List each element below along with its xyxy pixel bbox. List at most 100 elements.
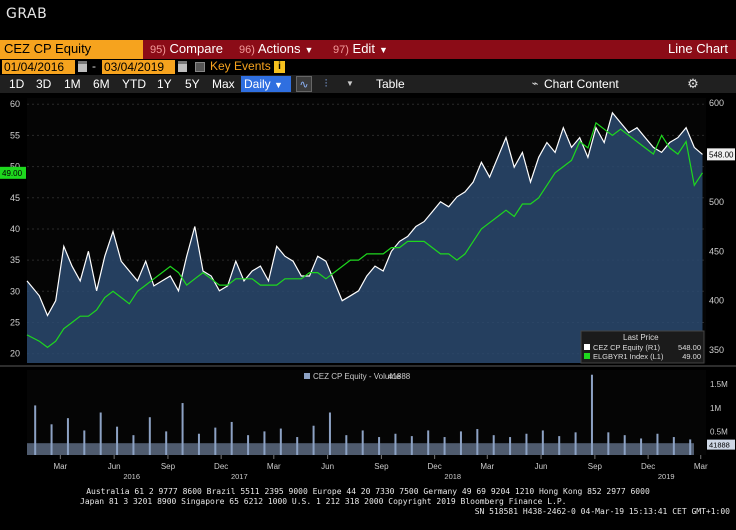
left-axis-tick: 35 [10,255,20,265]
left-axis-tick: 55 [10,130,20,140]
x-tick-label: Jun [108,462,121,471]
bar-style-icon[interactable]: ⫶ [324,78,328,90]
chevron-down-icon: ▼ [304,45,314,55]
chart-content-button[interactable]: Chart Content [544,77,619,91]
line-chart-icon[interactable]: ∿ [296,76,312,92]
period-ytd[interactable]: YTD [122,77,146,91]
right-axis-tick: 500 [709,197,724,207]
x-tick-label: Jun [535,462,548,471]
volume-axis-tick: 1.5M [710,380,728,389]
period-max[interactable]: Max [212,77,235,91]
edit-menu[interactable]: 97) Edit ▼ [333,40,388,59]
period-1d[interactable]: 1D [9,77,25,91]
right-axis-tick: 600 [709,98,724,108]
x-year-label: 2017 [231,472,248,481]
x-tick-label: Sep [588,462,603,471]
volume-bar [99,412,102,455]
legend-entry-0: CEZ CP Equity (R1) [593,343,660,352]
period-3d[interactable]: 3D [36,77,52,91]
volume-bar [181,403,184,455]
x-year-label: 2016 [123,472,140,481]
left-last-tag: 49.00 [2,169,23,178]
period-5y[interactable]: 5Y [185,77,200,91]
volume-bar [541,430,544,455]
key-events-label: Key Events [210,59,271,73]
start-date-field[interactable]: 01/04/2016 [2,60,75,74]
left-last-tag-bg [0,166,26,179]
chart-toolbar: 1D 3D 1M 6M YTD 1Y 5Y Max Daily ▼ ∿ ⫶ ▼ … [0,75,736,93]
volume-legend-swatch [304,373,310,379]
left-axis-tick: 25 [10,317,20,327]
calendar-icon[interactable] [78,61,87,72]
x-tick-label: Mar [480,462,494,471]
volume-legend-label: CEZ CP Equity - Volume [313,372,401,381]
x-tick-label: Dec [641,462,655,471]
volume-bar [34,405,37,455]
right-last-tag: 548.00 [709,150,734,159]
actions-menu[interactable]: 96) Actions ▼ [239,40,313,59]
chart-content-icon[interactable]: ⌁ [531,78,539,90]
footer-line-3: SN 518581 H438-2462-0 04-Mar-19 15:13:41… [475,507,730,516]
volume-bar [279,428,282,455]
legend-swatch-1 [584,353,590,359]
legend-swatch-0 [584,344,590,350]
volume-axis-tick: 1M [710,404,721,413]
key-events-checkbox[interactable] [195,62,205,72]
date-separator: - [92,59,96,73]
volume-base-band [27,443,694,455]
x-tick-label: Dec [214,462,228,471]
left-axis-tick: 40 [10,224,20,234]
left-axis-tick: 60 [10,99,20,109]
frequency-label: Daily [244,77,271,91]
series-line-0 [26,111,703,317]
info-icon[interactable]: i [274,61,285,73]
series-line-1 [26,121,704,349]
right-axis-tick: 450 [709,246,724,256]
end-date-field[interactable]: 03/04/2019 [102,60,175,74]
window-title: GRAB [6,6,48,22]
chevron-down-icon[interactable]: ▼ [346,79,354,88]
edit-menu-label: Edit [352,41,375,56]
volume-bar [116,426,119,455]
period-6m[interactable]: 6M [93,77,110,91]
left-axis-tick: 50 [10,162,20,172]
window-titlebar: GRAB [0,0,736,40]
x-year-label: 2018 [444,472,461,481]
legend-box [580,330,705,364]
volume-bar [214,427,217,455]
compare-menu[interactable]: 95) Compare [150,40,223,59]
x-tick-label: Jun [321,462,334,471]
volume-legend-value: 41888 [388,372,411,381]
volume-bar [361,430,364,455]
chart-area[interactable]: 20253035404550556035040045050055060049.0… [0,93,736,530]
legend-value-1: 49.00 [682,352,701,361]
volume-bar [83,430,86,455]
ticker-field[interactable]: CEZ CP Equity [0,40,143,59]
x-tick-label: Sep [161,462,176,471]
chevron-down-icon: ▼ [378,45,388,55]
x-tick-label: Mar [694,462,708,471]
compare-menu-number: 95) [150,44,166,56]
frequency-select[interactable]: Daily ▼ [241,76,291,92]
volume-bar [328,412,331,455]
table-button[interactable]: Table [376,77,405,91]
volume-bar [66,418,69,455]
volume-last-tag-bg [707,439,735,450]
right-axis-tick: 350 [709,345,724,355]
legend-value-0: 548.00 [678,343,701,352]
period-1y[interactable]: 1Y [157,77,172,91]
view-label[interactable]: Line Chart [668,41,728,56]
x-tick-label: Mar [53,462,67,471]
footer-line-1: Australia 61 2 9777 8600 Brazil 5511 239… [86,487,650,496]
gear-icon[interactable]: ⚙ [687,76,699,91]
period-1m[interactable]: 1M [64,77,81,91]
series-area-fill [27,112,703,363]
actions-menu-number: 96) [239,44,255,56]
x-year-label: 2019 [658,472,675,481]
compare-menu-label: Compare [169,41,223,56]
chevron-down-icon: ▼ [274,80,283,90]
volume-bar [50,424,53,455]
x-tick-label: Sep [374,462,389,471]
calendar-icon[interactable] [178,61,187,72]
legend-title: Last Price [623,333,659,342]
